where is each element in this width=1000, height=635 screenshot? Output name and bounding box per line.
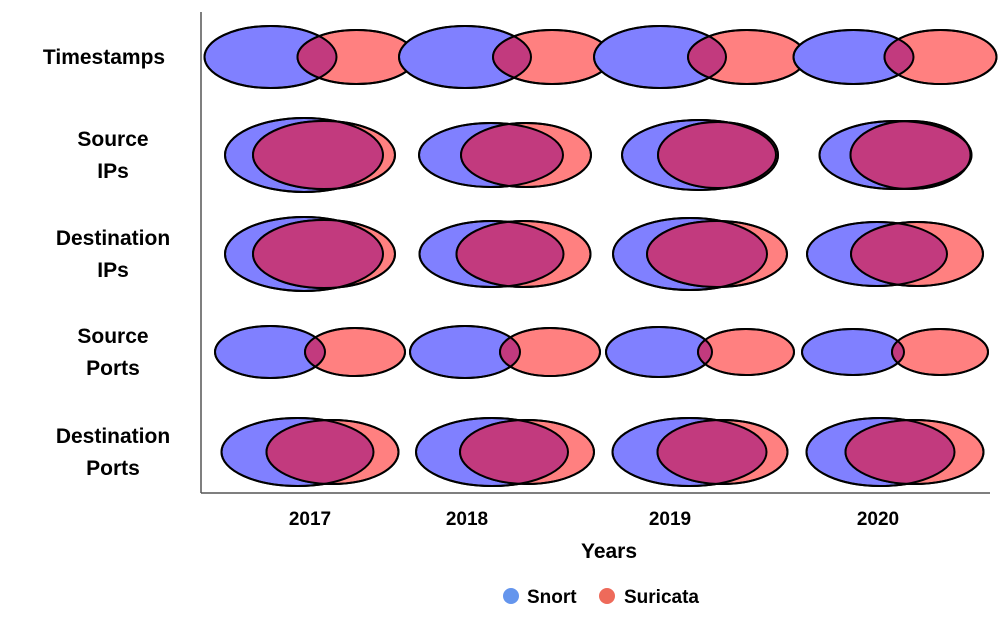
legend-label: Suricata (624, 587, 699, 608)
snort-outline (805, 417, 956, 487)
x-axis-title: Years (581, 540, 637, 563)
venn-cell (801, 328, 989, 376)
overlap-region (688, 30, 726, 84)
year-tick-label: 2017 (289, 509, 331, 530)
venn-cell (409, 325, 601, 379)
row-label: Source IPs (77, 128, 148, 183)
snort-outline (792, 29, 915, 85)
snort-outline (611, 417, 768, 487)
snort-outline (398, 25, 532, 89)
row-label-line: Ports (86, 457, 140, 480)
venn-cell (605, 326, 795, 378)
venn-cell (214, 325, 406, 379)
snort-outline (801, 328, 905, 376)
legend-swatch (599, 588, 615, 604)
suricata-outline (252, 219, 396, 289)
venn-cell (224, 117, 396, 193)
legend-item: Suricata (599, 587, 699, 608)
overlap-region (253, 121, 383, 189)
row-label: Source Ports (77, 325, 148, 380)
row-label: Timestamps (43, 46, 165, 69)
row-label-line: Source (77, 128, 148, 151)
suricata-outline (656, 419, 789, 485)
venn-cell (398, 25, 612, 89)
venn-cell (418, 220, 592, 288)
year-tick-label: 2018 (446, 509, 488, 530)
suricata-outline (849, 120, 972, 190)
snort-outline (415, 417, 569, 487)
venn-cell (220, 417, 400, 487)
suricata-outline (459, 419, 595, 485)
overlap-region (253, 220, 383, 288)
suricata-outline (499, 327, 601, 377)
snort-outline (220, 417, 375, 487)
venn-cell (621, 119, 779, 191)
year-tick-label: 2019 (649, 509, 691, 530)
row-label-line: Ports (86, 357, 140, 380)
legend: Snort Suricata (503, 587, 699, 608)
overlap-region (647, 221, 767, 287)
legend-item: Snort (503, 587, 577, 608)
row-label: Destination Ports (56, 425, 170, 480)
suricata-outline (883, 29, 998, 85)
suricata-outline (891, 328, 989, 376)
snort-outline (418, 220, 565, 288)
venn-cell (418, 122, 592, 188)
axes (200, 12, 990, 494)
row-label-line: Source (77, 325, 148, 348)
snort-outline (409, 325, 521, 379)
suricata-outline (646, 220, 788, 288)
row-label-line: IPs (97, 160, 129, 183)
venn-cell (415, 417, 595, 487)
suricata-outline (844, 419, 985, 485)
venn-cell (818, 120, 973, 190)
suricata-outline (460, 122, 592, 188)
snort-outline (605, 326, 713, 378)
overlap-region (657, 420, 767, 484)
suricata-outline (252, 120, 396, 190)
year-tick-label: 2020 (857, 509, 899, 530)
snort-outline (214, 325, 326, 379)
row-label-line: IPs (97, 259, 129, 282)
year-labels: 2017 2018 2019 2020 (289, 509, 899, 530)
suricata-outline (265, 419, 400, 485)
suricata-outline (304, 327, 406, 377)
overlap-region (851, 222, 947, 286)
overlap-region (297, 30, 337, 84)
row-labels: Timestamps Source IPs Destination IPs Source P… (43, 46, 170, 480)
overlap-region (850, 121, 971, 189)
overlap-region (658, 122, 776, 188)
snort-outline (224, 216, 384, 292)
snort-outline (418, 122, 564, 188)
suricata-outline (455, 220, 592, 288)
suricata-outline (657, 121, 779, 189)
suricata-outline (697, 328, 795, 376)
venn-cells (203, 25, 998, 487)
snort-outline (203, 25, 338, 89)
snort-outline (612, 217, 768, 291)
venn-cell (806, 221, 984, 287)
row-label-line: Timestamps (43, 46, 165, 69)
snort-outline (806, 221, 948, 287)
venn-cell (224, 216, 396, 292)
venn-cell (593, 25, 807, 89)
suricata-outline (850, 221, 984, 287)
snort-outline (593, 25, 727, 89)
venn-cell (792, 29, 998, 85)
legend-label: Snort (527, 587, 577, 608)
venn-cell (612, 217, 788, 291)
snort-outline (621, 119, 777, 191)
venn-cell (805, 417, 985, 487)
venn-cell (203, 25, 417, 89)
snort-outline (224, 117, 384, 193)
row-label-line: Destination (56, 227, 170, 250)
legend-swatch (503, 588, 519, 604)
row-label: Destination IPs (56, 227, 170, 282)
overlap-region (493, 30, 531, 84)
venn-cell (611, 417, 789, 487)
row-label-line: Destination (56, 425, 170, 448)
